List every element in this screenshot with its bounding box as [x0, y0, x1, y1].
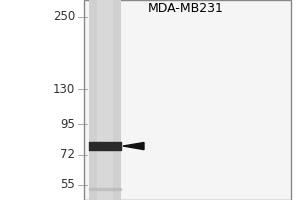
Text: 72: 72: [60, 148, 75, 161]
Bar: [97, 0, 113, 200]
Text: 250: 250: [53, 10, 75, 23]
FancyBboxPatch shape: [84, 0, 291, 200]
Polygon shape: [123, 143, 144, 150]
Text: MDA-MB231: MDA-MB231: [148, 2, 224, 15]
Text: 130: 130: [53, 83, 75, 96]
Text: 95: 95: [60, 118, 75, 131]
Bar: [88, 0, 122, 200]
Text: 55: 55: [60, 178, 75, 191]
